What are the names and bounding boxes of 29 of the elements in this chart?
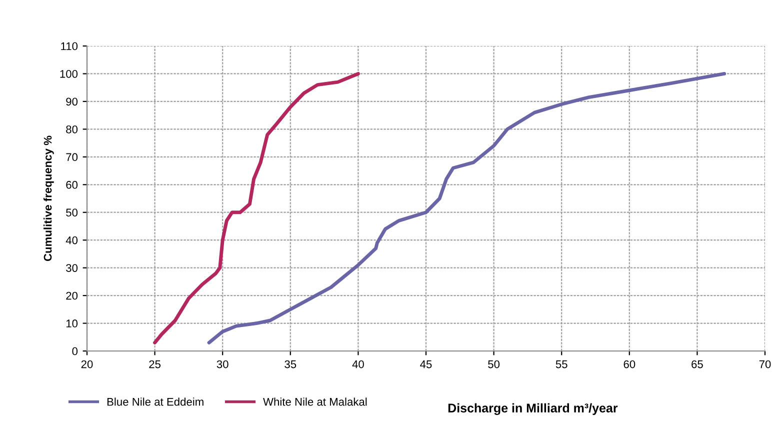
- x-tick-label: 20: [81, 360, 93, 368]
- y-tick-label: 70: [66, 153, 78, 162]
- x-tick-label: 35: [284, 360, 296, 368]
- legend-label: White Nile at Malakal: [263, 398, 367, 406]
- x-tick-label: 70: [759, 360, 771, 368]
- y-tick-label: 0: [72, 347, 78, 356]
- y-tick-label: 30: [66, 264, 78, 272]
- y-tick-label: 90: [66, 98, 78, 106]
- x-axis-title: Discharge in Milliard m³/year: [448, 403, 618, 416]
- x-tick-label: 55: [556, 360, 568, 368]
- y-tick-label: 60: [66, 180, 78, 189]
- line-series: [153, 72, 360, 344]
- legend-label: Blue Nile at Eddeim: [107, 398, 204, 406]
- x-tick-label: 40: [352, 360, 364, 368]
- x-tick-label: 45: [420, 360, 432, 368]
- y-axis-title: Cumulitive frequency %: [44, 136, 54, 262]
- y-tick-label: 100: [60, 70, 78, 78]
- x-tick-label: 25: [149, 360, 161, 368]
- x-tick-label: 50: [488, 360, 500, 368]
- y-tick-label: 20: [66, 292, 78, 300]
- x-tick-label: 30: [216, 360, 228, 368]
- line-series: [207, 72, 726, 344]
- y-tick-label: 40: [66, 236, 78, 244]
- x-tick-label: 65: [692, 360, 703, 368]
- y-tick-label: 80: [66, 125, 78, 134]
- y-tick-label: 10: [66, 320, 78, 328]
- y-tick-label: 110: [61, 42, 78, 50]
- x-tick-label: 60: [624, 360, 636, 368]
- y-tick-label: 50: [66, 208, 78, 216]
